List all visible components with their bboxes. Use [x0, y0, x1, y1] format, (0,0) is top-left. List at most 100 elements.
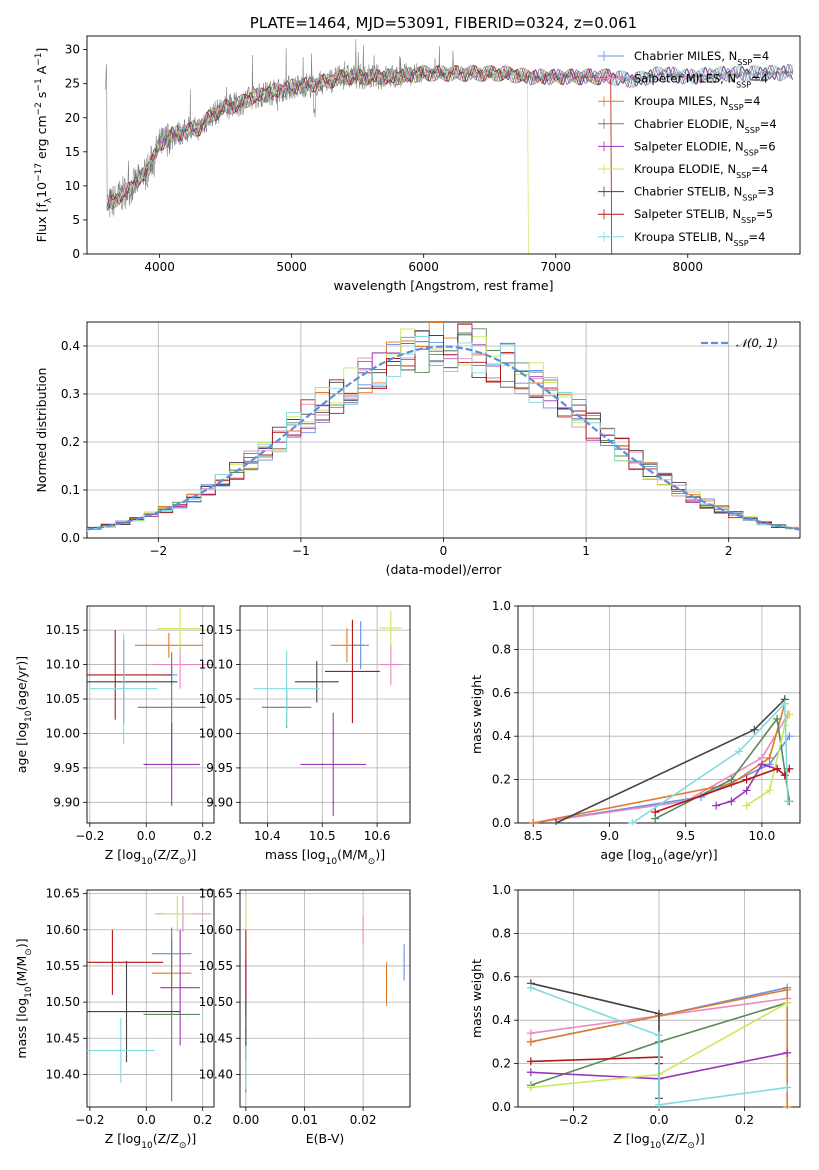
- y-tick-label: 10.15: [46, 623, 80, 637]
- data-point: [87, 630, 172, 720]
- y-tick-label: 25: [65, 77, 80, 91]
- x-axis-label: wavelength [Angstrom, rest frame]: [333, 278, 553, 293]
- y-tick-label: 0.0: [61, 531, 80, 545]
- y-axis-label: age [log10(age/yr)]: [14, 656, 34, 773]
- series-marker: [765, 786, 774, 795]
- residual-histogram: [87, 336, 800, 532]
- mass-vs-extinction-panel: 0.00 0.01 0.02 10.40 10.45 10.50 10.55 10.60 10.…: [199, 887, 411, 1146]
- weight-lines: [529, 695, 794, 825]
- series-path: [631, 701, 789, 824]
- series-marker: [742, 775, 751, 784]
- data-point: [87, 960, 181, 1063]
- series-marker: [712, 801, 721, 810]
- series-marker: [628, 819, 637, 825]
- data-point: [134, 632, 203, 658]
- series-marker: [742, 801, 751, 810]
- x-tick-label: 0: [440, 544, 448, 558]
- y-tick-label: 10.00: [199, 726, 233, 740]
- y-tick-label: 9.90: [53, 795, 80, 809]
- y-tick-label: 0.8: [492, 642, 511, 656]
- series-marker: [727, 797, 736, 806]
- series-marker: [742, 786, 751, 795]
- x-tick-label: 5000: [276, 260, 307, 274]
- y-tick-label: 10.45: [46, 1031, 80, 1045]
- mass-weight-vs-metallicity-panel: −0.2 0.0 0.2 0.0 0.2 0.4 0.6 0.8 1.0 Z [log10(Z/Z…: [469, 883, 801, 1151]
- axes-frame: [86, 35, 801, 255]
- age-vs-mass-panel: 10.4 10.5 10.6 9.90 9.95 10.00 10.05 10.10 10.15…: [199, 605, 411, 867]
- y-axis-label: Normed distribution: [34, 368, 49, 493]
- x-tick-label: −0.2: [559, 1113, 588, 1127]
- x-tick-label: 7000: [540, 260, 571, 274]
- x-tick-label: 0.2: [193, 829, 212, 843]
- error-bars: [245, 897, 405, 1093]
- series-marker: [526, 1037, 535, 1046]
- x-axis-label: age [log10(age/yr)]: [600, 847, 717, 867]
- normal-curve: [87, 345, 800, 531]
- series-marker: [783, 1083, 792, 1092]
- y-tick-label: 10.05: [199, 692, 233, 706]
- error-bars: [253, 610, 402, 817]
- legend-entry: Salpeter STELIB, NSSP=5: [634, 207, 773, 225]
- mass-vs-metallicity-panel: −0.2 0.0 0.2 10.40 10.45 10.50 10.55 10.60 10.65…: [14, 887, 215, 1151]
- series-path: [746, 714, 791, 807]
- legend-entry: 𝒩(0, 1): [736, 336, 778, 350]
- y-tick-label: 1.0: [492, 883, 511, 897]
- axes-frame: [517, 605, 801, 824]
- y-tick-label: 30: [65, 43, 80, 57]
- x-axis-label: E(B-V): [306, 1131, 345, 1146]
- series-line: [526, 979, 663, 1103]
- series-marker: [785, 732, 794, 741]
- series-marker: [783, 1048, 792, 1057]
- series-line: [526, 983, 792, 1109]
- y-tick-label: 10.65: [199, 887, 233, 901]
- series-marker: [757, 760, 766, 769]
- series-marker: [526, 1029, 535, 1038]
- x-axis-label: (data-model)/error: [386, 562, 503, 577]
- x-tick-label: 9.0: [600, 829, 619, 843]
- x-tick-label: −0.2: [75, 1113, 104, 1127]
- x-tick-label: 10.6: [364, 829, 391, 843]
- spectrum-lines: [105, 39, 794, 254]
- legend-entry: Salpeter ELODIE, NSSP=6: [634, 139, 776, 157]
- data-point: [294, 661, 339, 703]
- x-tick-label: 6000: [408, 260, 439, 274]
- series-marker: [526, 1057, 535, 1066]
- series-line: [552, 695, 789, 825]
- y-tick-label: 0.3: [61, 387, 80, 401]
- series-marker: [773, 764, 782, 773]
- series-marker: [655, 1100, 663, 1109]
- model-spectrum: [106, 64, 613, 254]
- legend-entry: Kroupa ELODIE, NSSP=4: [634, 162, 768, 180]
- y-tick-label: 15: [65, 145, 80, 159]
- y-axis-label: mass [log10(M/M⊙)]: [14, 938, 34, 1058]
- y-tick-label: 0.1: [61, 483, 80, 497]
- x-tick-label: 8.5: [524, 829, 543, 843]
- x-tick-label: 0.00: [233, 1113, 260, 1127]
- series-path: [555, 698, 786, 824]
- axes-frame: [86, 605, 215, 824]
- y-tick-label: 0.2: [61, 435, 80, 449]
- series-marker: [750, 725, 759, 734]
- y-tick-label: 0.4: [61, 339, 80, 353]
- y-tick-label: 9.95: [53, 761, 80, 775]
- y-tick-label: 10.10: [199, 658, 233, 672]
- x-axis-label: Z [log10(Z/Z⊙)]: [613, 1131, 704, 1151]
- weight-lines: [526, 979, 792, 1109]
- y-tick-label: 10.15: [199, 623, 233, 637]
- y-tick-label: 10.05: [46, 692, 80, 706]
- series-marker: [785, 710, 794, 719]
- model-spectrum: [106, 65, 613, 254]
- y-tick-label: 0.8: [492, 926, 511, 940]
- y-tick-label: 10.55: [199, 959, 233, 973]
- series-marker: [765, 753, 774, 762]
- series-marker: [780, 699, 789, 708]
- y-tick-label: 9.95: [206, 761, 233, 775]
- series-line: [529, 699, 789, 825]
- x-tick-label: −2: [149, 544, 167, 558]
- legend-entry: Salpeter MILES, NSSP=4: [634, 72, 768, 90]
- series-marker: [526, 1083, 535, 1092]
- y-tick-label: 20: [65, 111, 80, 125]
- y-tick-label: 1.0: [492, 599, 511, 613]
- x-tick-label: 10.4: [254, 829, 281, 843]
